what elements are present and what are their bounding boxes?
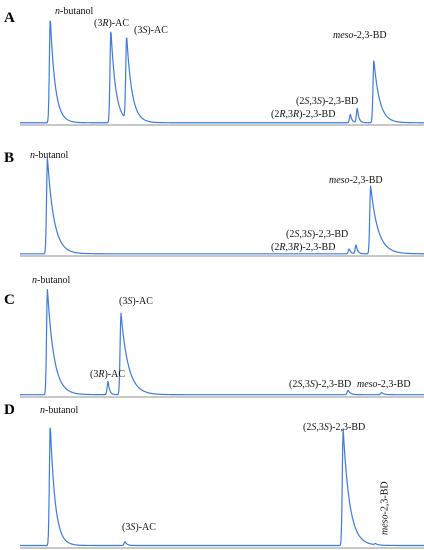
peak-label: (2R,3R)-2,3-BD <box>271 109 335 120</box>
peak-label: n-butanol <box>30 150 69 161</box>
peak-label: meso-2,3-BD <box>357 379 411 390</box>
peak-label: meso-2,3-BD <box>380 481 391 535</box>
peak-label: (2S,3S)-2,3-BD <box>296 96 358 107</box>
trace-line <box>19 157 424 255</box>
peak-label: (2S,3S)-2,3-BD <box>286 229 348 240</box>
peak-label: (3R)-AC <box>94 18 129 29</box>
peak-label: (2R,3R)-2,3-BD <box>271 242 335 253</box>
trace-line <box>19 427 424 547</box>
peak-label: n-butanol <box>40 405 79 416</box>
panel-c: Cn-butanol (3R)-AC (3S)-AC (2S,3S)-2,3-BD me… <box>4 275 424 398</box>
peak-label: (3S)-AC <box>119 296 153 307</box>
trace-line <box>19 20 424 124</box>
peak-label: (3S)-AC <box>122 522 156 533</box>
peak-label: (2S,3S)-2,3-BD <box>303 422 365 433</box>
panel-letter: A <box>4 10 15 26</box>
peak-label: n-butanol <box>32 275 71 286</box>
peak-label: meso-2,3-BD <box>333 30 387 41</box>
panel-letter: B <box>4 150 14 166</box>
peak-label: n-butanol <box>55 6 94 17</box>
peak-label: meso-2,3-BD <box>329 175 383 186</box>
panel-letter: C <box>4 292 15 308</box>
peak-label: (2S,3S)-2,3-BD <box>289 379 351 390</box>
panel-letter: D <box>4 402 15 418</box>
peak-label: (3R)-AC <box>90 369 125 380</box>
trace-line <box>19 289 424 396</box>
peak-label: (3S)-AC <box>134 25 168 36</box>
